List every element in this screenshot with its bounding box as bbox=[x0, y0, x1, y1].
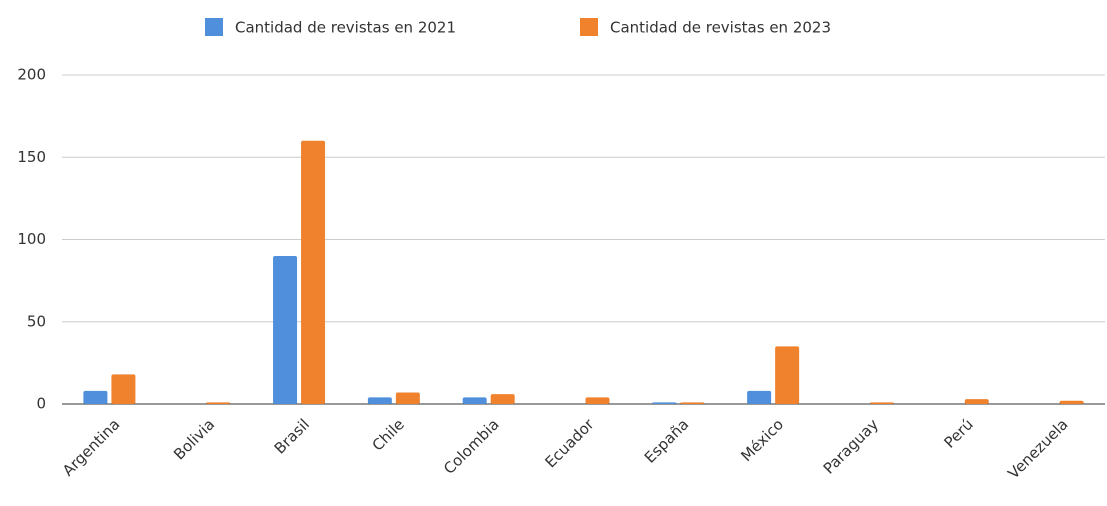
y-tick-label: 0 bbox=[36, 395, 46, 413]
bar bbox=[964, 399, 989, 404]
legend-swatch bbox=[580, 18, 598, 36]
x-tick-label: Ecuador bbox=[541, 415, 598, 472]
bar bbox=[585, 397, 610, 404]
bar bbox=[83, 390, 108, 404]
legend-label: Cantidad de revistas en 2023 bbox=[610, 19, 831, 37]
bar bbox=[1059, 400, 1084, 404]
bar bbox=[367, 397, 392, 404]
bar bbox=[301, 140, 326, 405]
legend-label: Cantidad de revistas en 2021 bbox=[235, 19, 456, 37]
y-tick-label: 50 bbox=[27, 312, 46, 330]
bar bbox=[111, 374, 136, 404]
x-tick-label: México bbox=[737, 415, 787, 465]
y-tick-label: 150 bbox=[17, 148, 46, 166]
bar bbox=[273, 255, 298, 404]
bar bbox=[206, 402, 231, 404]
bar bbox=[680, 402, 705, 404]
bar bbox=[490, 394, 515, 404]
y-tick-label: 200 bbox=[17, 66, 46, 84]
bar bbox=[462, 397, 487, 404]
y-tick-label: 100 bbox=[17, 230, 46, 248]
bar bbox=[775, 346, 800, 404]
x-tick-label: Paraguay bbox=[820, 415, 882, 477]
bar bbox=[395, 392, 420, 404]
x-tick-label: España bbox=[641, 415, 692, 466]
x-tick-label: Chile bbox=[369, 415, 408, 454]
x-tick-label: Brasil bbox=[271, 415, 313, 457]
x-tick-label: Perú bbox=[940, 415, 976, 451]
x-tick-label: Venezuela bbox=[1004, 415, 1071, 482]
x-tick-label: Colombia bbox=[440, 415, 503, 478]
x-tick-label: Bolivia bbox=[170, 415, 218, 463]
legend-swatch bbox=[205, 18, 223, 36]
bar bbox=[747, 390, 772, 404]
bar bbox=[869, 402, 894, 404]
x-tick-label: Argentina bbox=[59, 415, 123, 479]
bar bbox=[652, 402, 677, 404]
